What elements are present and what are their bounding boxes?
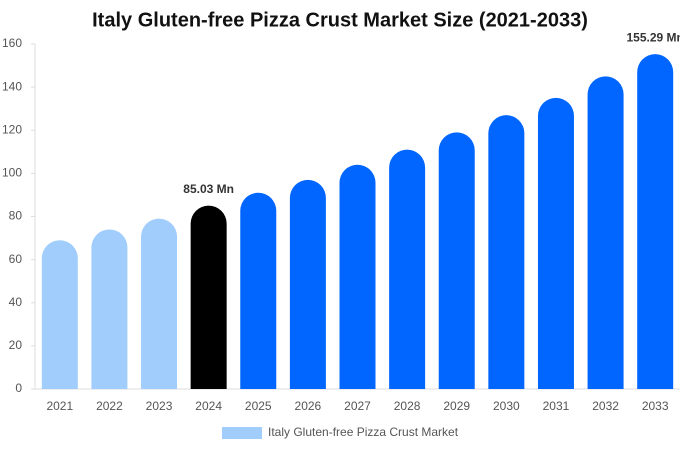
chart-title: Italy Gluten-free Pizza Crust Market Siz… [92,9,588,31]
bar [637,54,674,389]
bar [339,164,376,389]
bar [587,76,624,389]
x-tick-label: 2033 [642,399,669,413]
value-label: 155.29 Mn [627,30,680,44]
y-tick-label: 120 [2,122,22,136]
legend-label: Italy Gluten-free Pizza Crust Market [268,425,459,439]
x-tick-label: 2027 [344,399,371,413]
x-tick-label: 2022 [96,399,123,413]
x-tick-label: 2024 [195,399,222,413]
bar [389,149,426,389]
x-tick-label: 2021 [46,399,73,413]
bar [190,205,227,389]
bar [438,132,475,389]
x-tick-label: 2029 [443,399,470,413]
x-tick-label: 2030 [493,399,520,413]
bar [240,192,277,389]
bar [91,229,128,389]
y-tick-label: 0 [15,381,22,395]
legend-swatch [222,427,262,439]
bar [41,240,78,389]
x-tick-label: 2032 [592,399,619,413]
value-label: 85.03 Mn [183,182,234,196]
x-tick-label: 2023 [146,399,173,413]
x-tick-label: 2028 [394,399,421,413]
y-tick-label: 100 [2,166,22,180]
y-tick-label: 80 [9,209,23,223]
x-tick-label: 2031 [543,399,570,413]
y-tick-label: 160 [2,36,22,50]
x-tick-label: 2026 [295,399,322,413]
y-tick-label: 40 [9,295,23,309]
bar [289,179,326,389]
bar [537,97,574,389]
y-tick-label: 20 [9,338,23,352]
bar [141,218,178,389]
y-tick-label: 140 [2,79,22,93]
bar [488,115,525,390]
x-tick-label: 2025 [245,399,272,413]
y-tick-label: 60 [9,252,23,266]
